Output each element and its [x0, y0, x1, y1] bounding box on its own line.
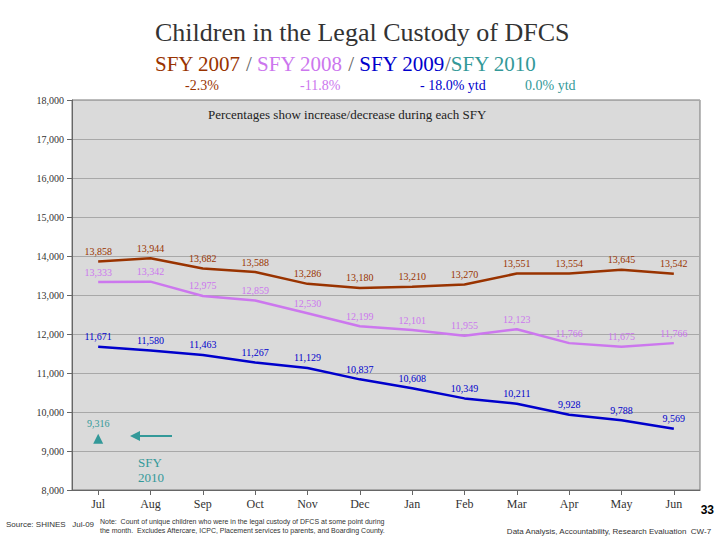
svg-text:SFY 2007: SFY 2007: [155, 52, 240, 76]
svg-text:10,837: 10,837: [346, 364, 374, 375]
svg-text:9,569: 9,569: [663, 413, 686, 424]
svg-text:11,766: 11,766: [660, 328, 687, 339]
svg-text:9,000: 9,000: [42, 446, 65, 457]
svg-text:-11.8%: -11.8%: [300, 78, 341, 93]
svg-text:13,342: 13,342: [137, 266, 165, 277]
svg-text:Aug: Aug: [140, 497, 161, 511]
svg-text:15,000: 15,000: [37, 212, 65, 223]
svg-text:10,608: 10,608: [398, 373, 426, 384]
svg-text:12,199: 12,199: [346, 311, 374, 322]
svg-text:Oct: Oct: [247, 497, 265, 511]
svg-text:SFY: SFY: [138, 455, 162, 470]
svg-text:13,333: 13,333: [84, 267, 112, 278]
svg-text:Nov: Nov: [297, 497, 318, 511]
svg-text:11,675: 11,675: [608, 331, 635, 342]
svg-text:11,463: 11,463: [189, 339, 216, 350]
svg-text:12,101: 12,101: [398, 315, 426, 326]
svg-text:/: /: [343, 52, 359, 76]
svg-text:18,000: 18,000: [37, 95, 65, 106]
svg-text:13,554: 13,554: [555, 258, 583, 269]
svg-text:Data Analysis, Accountability,: Data Analysis, Accountability, Research …: [507, 527, 712, 536]
svg-text:13,000: 13,000: [37, 290, 65, 301]
svg-text:2010: 2010: [138, 470, 164, 485]
svg-text:13,210: 13,210: [398, 271, 426, 282]
svg-text:- 18.0% ytd: - 18.0% ytd: [420, 78, 486, 93]
svg-text:11,580: 11,580: [137, 335, 164, 346]
svg-text:13,551: 13,551: [503, 258, 531, 269]
svg-text:Feb: Feb: [456, 497, 474, 511]
svg-text:Jul: Jul: [91, 497, 106, 511]
svg-text:-2.3%: -2.3%: [185, 78, 219, 93]
svg-text:11,267: 11,267: [242, 347, 269, 358]
svg-text:14,000: 14,000: [37, 251, 65, 262]
svg-text:Mar: Mar: [507, 497, 527, 511]
svg-text:Children in the Legal Custody: Children in the Legal Custody of DFCS: [155, 18, 570, 47]
svg-text:Apr: Apr: [560, 497, 579, 511]
svg-text:Jun: Jun: [665, 497, 682, 511]
svg-text:12,975: 12,975: [189, 280, 217, 291]
svg-text:12,000: 12,000: [37, 329, 65, 340]
svg-text:10,211: 10,211: [503, 388, 530, 399]
svg-text:13,286: 13,286: [294, 268, 322, 279]
svg-text:SFY 2008: SFY 2008: [257, 52, 342, 76]
svg-text:9,928: 9,928: [558, 399, 581, 410]
svg-text:8,000: 8,000: [42, 485, 65, 496]
svg-text:May: May: [611, 497, 633, 511]
svg-text:13,944: 13,944: [137, 243, 165, 254]
svg-text:11,129: 11,129: [294, 352, 321, 363]
svg-text:Note: Count of unique childre: Note: Count of unique children who were …: [100, 518, 385, 526]
svg-text:12,530: 12,530: [294, 298, 322, 309]
svg-text:the month. Excludes Aftercare: the month. Excludes Aftercare, ICPC, Pla…: [100, 527, 385, 535]
svg-text:SFY 2010: SFY 2010: [451, 52, 536, 76]
svg-text:11,955: 11,955: [451, 320, 478, 331]
svg-text:13,270: 13,270: [451, 269, 479, 280]
svg-text:13,180: 13,180: [346, 272, 374, 283]
svg-text:17,000: 17,000: [37, 134, 65, 145]
svg-text:Jan: Jan: [404, 497, 420, 511]
svg-text:9,316: 9,316: [87, 418, 110, 429]
svg-text:33: 33: [701, 503, 715, 517]
svg-text:0.0% ytd: 0.0% ytd: [525, 78, 576, 93]
svg-text:11,766: 11,766: [556, 328, 583, 339]
svg-text:12,859: 12,859: [241, 285, 268, 296]
svg-text:SFY 2009: SFY 2009: [359, 52, 444, 76]
svg-text:9,788: 9,788: [610, 405, 633, 416]
svg-text:Source: SHINES Jul-09: Source: SHINES Jul-09: [6, 520, 95, 529]
svg-text:10,349: 10,349: [451, 383, 479, 394]
svg-text:/: /: [241, 52, 257, 76]
svg-text:16,000: 16,000: [37, 173, 65, 184]
svg-text:13,645: 13,645: [608, 254, 636, 265]
svg-text:10,000: 10,000: [37, 407, 65, 418]
svg-text:11,000: 11,000: [37, 368, 64, 379]
svg-text:Sep: Sep: [194, 497, 212, 511]
svg-text:13,858: 13,858: [84, 246, 112, 257]
svg-text:13,588: 13,588: [241, 257, 268, 268]
svg-text:Dec: Dec: [350, 497, 369, 511]
svg-text:13,542: 13,542: [660, 258, 688, 269]
svg-text:Percentages show increase/decr: Percentages show increase/decrease durin…: [208, 107, 487, 122]
svg-text:13,682: 13,682: [189, 253, 217, 264]
svg-text:11,671: 11,671: [85, 331, 112, 342]
svg-text:12,123: 12,123: [503, 314, 531, 325]
